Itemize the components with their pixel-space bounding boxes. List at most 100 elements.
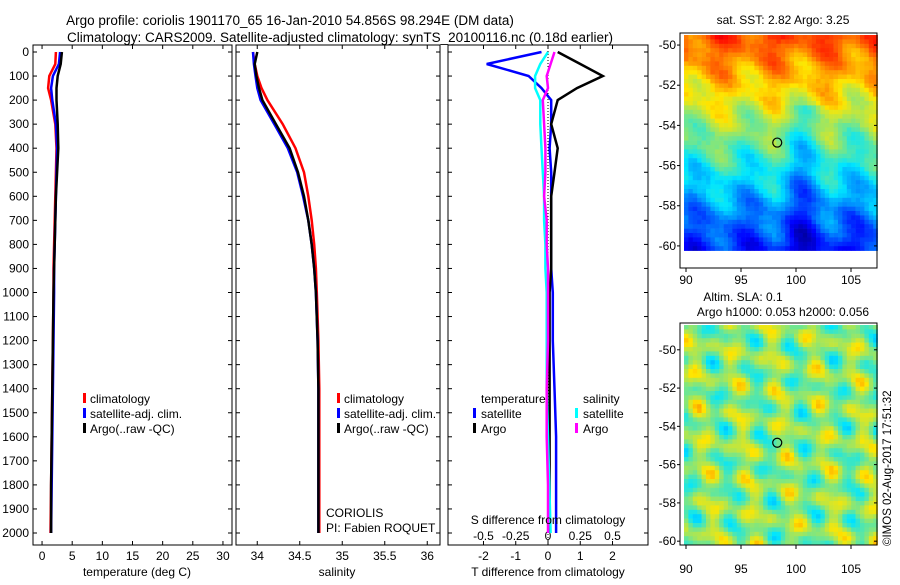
map-cell (758, 435, 764, 440)
map-cell (728, 241, 733, 247)
map-cell (829, 342, 834, 348)
map-cell (750, 131, 755, 137)
map-cell (833, 435, 839, 440)
map-cell (838, 101, 843, 106)
map-cell (776, 487, 782, 493)
map-cell (714, 189, 720, 194)
map-cell (864, 167, 870, 172)
map-cell (816, 145, 821, 150)
map-cell (732, 351, 738, 357)
map-cell (776, 399, 782, 405)
map-cell (701, 92, 707, 97)
map-cell (785, 430, 790, 436)
map-cell (833, 70, 839, 75)
map-cell (798, 474, 804, 480)
map-cell (719, 175, 724, 181)
map-cell (816, 325, 821, 330)
map-cell (706, 39, 711, 45)
map-cell (802, 74, 808, 80)
map-cell (824, 421, 830, 427)
map-cell (842, 193, 848, 199)
map-cell (714, 65, 720, 71)
map-cell (838, 540, 843, 546)
map-cell (785, 74, 790, 80)
map-cell (868, 386, 874, 392)
map-cell (732, 140, 738, 146)
map-cell (767, 127, 773, 133)
map-cell (741, 443, 746, 449)
map-cell (816, 105, 821, 111)
map-cell (706, 487, 711, 493)
map-cell (750, 70, 755, 75)
map-cell (824, 215, 830, 221)
x-tick-label: 0 (545, 549, 552, 563)
map-cell (732, 360, 738, 365)
map-cell (684, 197, 689, 203)
map-cell (688, 171, 694, 177)
map-cell (745, 197, 751, 203)
map-cell (776, 333, 782, 339)
map-cell (763, 386, 768, 392)
map-cell (714, 399, 720, 405)
map-cell (767, 237, 773, 243)
map-cell (758, 48, 764, 53)
map-cell (868, 101, 874, 106)
map-cell (780, 39, 786, 45)
map-cell (816, 413, 821, 418)
map-cell (750, 531, 755, 537)
map-cell (838, 206, 843, 212)
map-cell (785, 140, 790, 146)
map-cell (789, 417, 795, 423)
map-cell (829, 70, 834, 75)
map-cell (868, 509, 874, 515)
map-cell (855, 48, 861, 53)
map-cell (794, 131, 799, 137)
map-cell (842, 96, 848, 102)
map-cell (807, 83, 812, 89)
map-cell (763, 79, 768, 84)
map-cell (741, 70, 746, 75)
map-cell (776, 465, 782, 471)
map-cell (838, 347, 843, 352)
map-cell (838, 369, 843, 374)
map-cell (684, 127, 689, 133)
map-cell (697, 355, 702, 361)
map-cell (794, 421, 799, 427)
map-cell (754, 518, 760, 524)
map-cell (754, 483, 760, 489)
map-cell (838, 399, 843, 405)
map-cell (758, 171, 764, 177)
map-cell (855, 197, 861, 203)
map-cell (811, 426, 817, 431)
map-cell (838, 131, 843, 137)
map-cell (728, 496, 733, 502)
map-cell (860, 492, 865, 497)
map-cell (736, 395, 742, 401)
map-cell (697, 39, 702, 45)
argo-location-marker (772, 137, 783, 148)
map-cell (829, 452, 834, 458)
map-cell (754, 237, 760, 243)
map-cell (842, 228, 848, 234)
map-cell (842, 408, 848, 414)
map-cell (807, 215, 812, 221)
map-cell (706, 228, 711, 234)
map-cell (688, 233, 694, 238)
map-cell (820, 338, 826, 343)
map-cell (851, 496, 856, 502)
map-cell (697, 175, 702, 181)
map-cell (763, 158, 768, 163)
map-cell (860, 373, 865, 379)
map-cell (855, 483, 861, 489)
legend-label: climatology (344, 392, 404, 406)
map-cell (811, 158, 817, 163)
map-cell (776, 355, 782, 361)
map-cell (719, 140, 724, 146)
map-cell (829, 109, 834, 115)
map-cell (811, 439, 817, 445)
map-cell (763, 83, 768, 89)
map-cell (728, 435, 733, 440)
map-cell (807, 329, 812, 335)
map-cell (820, 347, 826, 352)
map-cell (780, 109, 786, 115)
